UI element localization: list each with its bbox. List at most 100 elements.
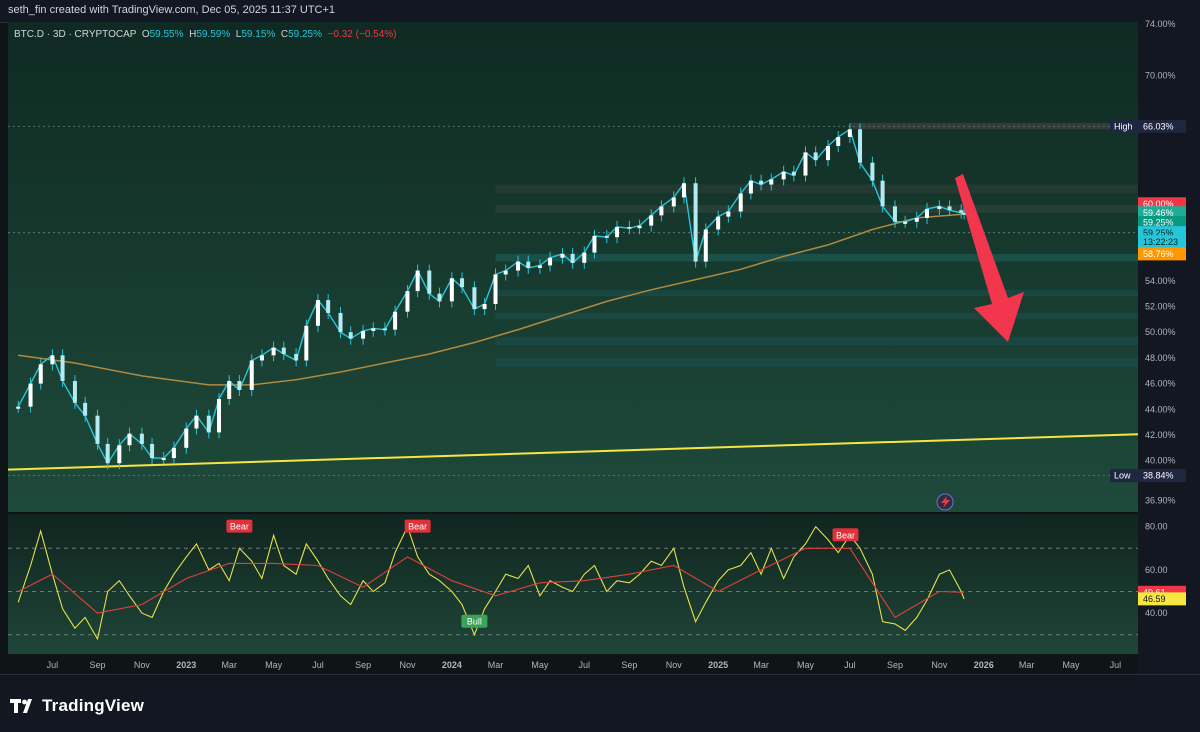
x-tick-label: Sep [355, 660, 371, 670]
bull-label-bg [461, 614, 488, 628]
x-tick-label: May [797, 660, 815, 670]
candle [95, 415, 100, 444]
candle [294, 354, 299, 361]
low-value-label: 38.84% [1143, 471, 1174, 481]
y-tick-label: 74.00% [1145, 19, 1176, 29]
legend-change: −0.32 (−0.54%) [327, 29, 397, 40]
legend-open-label: O [141, 29, 150, 40]
candle [371, 328, 376, 331]
brand-name: TradingView [42, 696, 145, 715]
price-label-bg [1138, 215, 1186, 229]
x-tick-label: Mar [1019, 660, 1035, 670]
candle [716, 216, 721, 230]
rsi-ma-line [17, 547, 965, 619]
candle [194, 415, 199, 429]
x-tick-label: 2025 [708, 660, 728, 670]
candle [38, 364, 43, 384]
candle [671, 197, 676, 207]
candle [171, 447, 176, 459]
support-zone [495, 357, 1138, 367]
price-label: 58.76% [1143, 249, 1174, 259]
candle [249, 360, 254, 390]
low-value-label-bg [1138, 469, 1186, 483]
candle [315, 300, 320, 326]
x-tick-label: 2023 [176, 660, 196, 670]
x-tick-label: Mar [488, 660, 504, 670]
y-tick-label: 46.00% [1145, 379, 1176, 389]
x-tick-label: Sep [887, 660, 903, 670]
rsi-value-label-bg [1138, 592, 1186, 606]
legend-open: 59.55% [149, 29, 184, 40]
candle [570, 253, 575, 263]
candle [615, 226, 620, 238]
x-tick-label: Nov [399, 660, 416, 670]
x-tick-label: Nov [931, 660, 948, 670]
candle [582, 252, 587, 263]
bear-label-bg [832, 528, 859, 542]
bear-label: Bear [836, 530, 855, 540]
candle [127, 433, 132, 446]
support-zone [495, 205, 1138, 213]
brand[interactable]: TradingView [10, 696, 144, 716]
candle [769, 179, 774, 185]
candle [627, 226, 632, 229]
candle [503, 270, 508, 275]
candle [858, 129, 863, 163]
oscillator-pane-bg [8, 514, 1138, 654]
x-tick-label: May [265, 660, 283, 670]
support-zone [495, 184, 1138, 194]
candle [914, 217, 919, 222]
moving-average-line [18, 213, 965, 386]
price-label-bg [1138, 247, 1186, 261]
bull-label: Bull [467, 617, 482, 627]
candle [150, 443, 155, 459]
chart-canvas[interactable]: Bear Bear Bull Bear 74.00% 70.00% 54.00% 52.00… [0, 0, 1200, 674]
countdown-label: 13:22:23 [1143, 237, 1178, 247]
support-zone [495, 337, 1138, 346]
candle [526, 261, 531, 268]
candle [460, 278, 465, 288]
x-tick-label: Jul [844, 660, 856, 670]
candle [738, 193, 743, 212]
candle [726, 211, 731, 217]
osc-tick-label: 80.00 [1145, 522, 1168, 532]
candle [259, 355, 264, 361]
price-label: 59.46% [1143, 208, 1174, 218]
osc-tick-label: 40.00 [1145, 608, 1168, 618]
candle [472, 287, 477, 310]
candle [217, 398, 222, 433]
candle [836, 137, 841, 146]
y-tick-label: 52.00% [1145, 302, 1176, 312]
candle [361, 330, 366, 339]
candle [791, 171, 796, 176]
countdown-label-bg [1138, 235, 1186, 249]
candle [516, 261, 521, 271]
rsi-line [17, 525, 965, 641]
candle [271, 347, 276, 356]
y-tick-label: 44.00% [1145, 404, 1176, 414]
down-arrow [955, 174, 1024, 342]
candle [338, 312, 343, 333]
candle [493, 274, 498, 304]
bear-label-bg [226, 519, 253, 533]
legend-high: 59.59% [196, 29, 231, 40]
candle [427, 270, 432, 294]
price-label: 59.25% [1143, 228, 1174, 238]
candle [482, 303, 487, 310]
candle [237, 381, 242, 390]
high-value-label: 66.03% [1143, 122, 1174, 132]
y-tick-label: 50.00% [1145, 327, 1176, 337]
bear-label: Bear [230, 522, 249, 532]
candle [16, 406, 21, 409]
candle [637, 225, 642, 229]
candle [449, 278, 454, 302]
x-tick-label: Jul [312, 660, 324, 670]
x-tick-label: Jul [47, 660, 59, 670]
legend-close-label: C [280, 29, 289, 40]
candle [703, 229, 708, 262]
candle [560, 253, 565, 258]
candle [105, 443, 110, 464]
candle [892, 206, 897, 222]
support-zone [495, 289, 1138, 297]
legend-high-label: H [189, 29, 197, 40]
